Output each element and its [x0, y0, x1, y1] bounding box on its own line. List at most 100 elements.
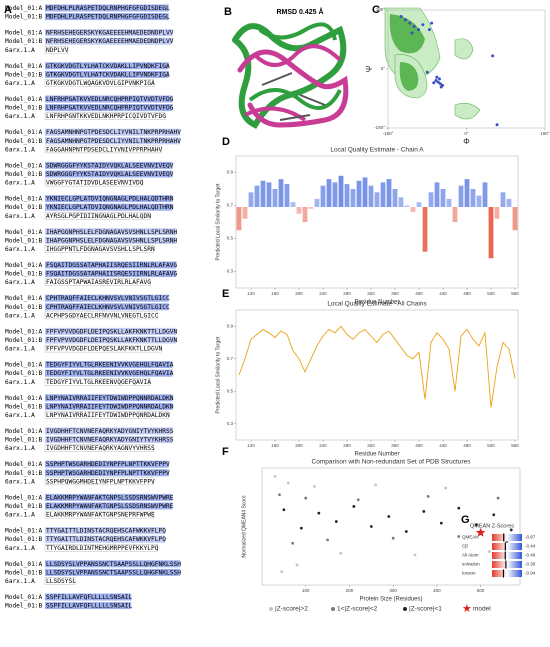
chart-title: QMEAN Z-Scores	[470, 523, 514, 529]
y-tick-label: 0.3	[227, 269, 234, 274]
bar	[338, 175, 344, 207]
sequence-label: Model_01:B	[5, 437, 43, 444]
z-scale	[492, 561, 522, 568]
bar	[326, 179, 332, 207]
point	[413, 553, 417, 557]
bar	[302, 207, 308, 222]
sequence-label: Model_01:A	[5, 30, 43, 37]
sequence-box	[44, 477, 154, 486]
point	[304, 496, 308, 500]
point	[404, 530, 408, 533]
sequence-highlight	[45, 29, 173, 37]
sequence-label: Model_01:A	[5, 196, 43, 203]
x-tick-label: 280	[343, 291, 351, 296]
point	[436, 80, 440, 84]
sequence: FAGSAMNHNPGTPDESDCLIYVNILTNKPRPRHAHV	[46, 129, 181, 136]
bar	[464, 179, 470, 207]
y-tick-label: 0.9	[227, 323, 234, 328]
x-tick-label: 240	[319, 291, 327, 296]
sequence-label: Model_01:B	[5, 536, 43, 543]
sequence-highlight	[45, 303, 169, 311]
legend-marker	[331, 607, 335, 611]
y-tick-label: 0.5	[227, 388, 234, 393]
z-scale	[492, 552, 522, 559]
sequence-label: Model_01:A	[5, 328, 43, 335]
bar	[236, 207, 242, 231]
x-tick-label: 440	[439, 443, 447, 448]
sequence-highlight	[45, 602, 132, 610]
sequence-label: 6arx.1.A	[5, 213, 35, 220]
sequence-label: Model_01:A	[5, 561, 43, 568]
sequence: TEDGYFIYVLTGLRKEENIVVKVGEHQLFQAVIA	[46, 362, 174, 369]
sequence: IVGDHHFTCNVNEFAQRKYADYGNIYTVYKHRSS	[46, 428, 174, 435]
bar	[284, 184, 290, 207]
sequence-label: Model_01:B	[5, 204, 43, 211]
chart-title: Comparison with Non-redundant Set of PDB…	[312, 459, 472, 466]
sequence: LNFRHPGNTKKVEDLNKHPRPICQIVDTVFDG	[46, 113, 166, 120]
y-tick-label: 0.7	[227, 203, 234, 208]
sequence-label: Model_01:A	[5, 494, 43, 501]
sequence-label: 6arx.1.A	[5, 47, 35, 54]
point	[457, 535, 461, 538]
sequence-label: Model_01:A	[5, 229, 43, 236]
z-value: -0.30	[525, 562, 536, 567]
bar	[296, 207, 302, 214]
sequence-highlight	[45, 104, 173, 112]
sequence: MDFDHLPLRASPETDQLRNPHGFGFGDISDEGL	[46, 14, 170, 21]
sequence-highlight	[45, 270, 177, 278]
sequence: VWGGFYGTATIDVDLASEEVNVIVDQ	[46, 180, 144, 187]
z-label: solvation	[462, 562, 480, 567]
sequence-label: 6arx.1.A	[5, 445, 35, 452]
sequence-label: Model_01:B	[5, 603, 43, 610]
sequence: LLSDSYSLVPPANSSNCTSAAPSSLLQHGFNKLSSH	[46, 561, 181, 568]
x-tick-label: 200	[295, 291, 303, 296]
sequence: NFRHSEHEGERSKYKGAEEEEHMAEDEDNDPLVV	[46, 38, 174, 45]
sequence-highlight	[45, 261, 177, 269]
sequence: NDPLVV	[46, 47, 69, 54]
sequence-label: Model_01:A	[5, 295, 43, 302]
sequence-label: Model_01:A	[5, 362, 43, 369]
sequence-box	[44, 79, 154, 87]
point	[278, 493, 281, 497]
sequence-label: Model_01:B	[5, 304, 43, 311]
sequence-label: Model_01:A	[5, 162, 43, 169]
sequence-label: 6arx.1.A	[5, 379, 35, 386]
sequence-label: 6arx.1.A	[5, 312, 35, 319]
sequence-highlight	[45, 161, 173, 169]
bar	[446, 198, 452, 207]
panel-letter: F	[222, 446, 229, 458]
sequence: SSPHPTWSGARHDEDIYNPFPLNPTTKKVFPPV	[46, 470, 170, 477]
rmsd-label: RMSD 0.425 Å	[276, 7, 323, 16]
point	[356, 498, 360, 502]
panel-letter: E	[222, 288, 229, 300]
point	[491, 54, 495, 58]
sequence-label: Model_01:A	[5, 63, 43, 70]
point	[291, 541, 295, 545]
point	[426, 495, 430, 498]
point	[437, 77, 441, 81]
sequence: IVGDHHFTCNVNEFAQRKYAGNVYVHRSS	[46, 445, 155, 452]
x-tick-label: 440	[439, 291, 447, 296]
ramachandran-regions	[384, 7, 481, 120]
x-tick-label: 120	[247, 443, 255, 448]
bar	[278, 179, 284, 207]
y-tick-label: 0.7	[227, 356, 234, 361]
bar	[362, 177, 368, 207]
point	[334, 520, 338, 523]
sequence-box	[44, 378, 151, 386]
x-tick-label: 520	[487, 291, 495, 296]
point	[387, 515, 391, 518]
sequence-label: Model_01:B	[5, 14, 43, 21]
point	[286, 481, 290, 485]
bar	[380, 182, 386, 207]
legend-marker	[403, 607, 407, 611]
sequence: ELAKKMRPYWANFAKTGNPSNEPRFWPWE	[46, 512, 155, 519]
bar	[494, 207, 500, 219]
sequence-label: 6arx.1.A	[5, 346, 35, 353]
point	[391, 536, 395, 540]
panel-letter: D	[222, 136, 230, 148]
y-tick-label: -180°	[374, 125, 385, 130]
plot-area	[235, 155, 519, 289]
sequence-label: Model_01:B	[5, 71, 43, 78]
sequence: IHGGPPNTLFDGNAGAVSVSHLLSPLSRN	[46, 246, 155, 253]
